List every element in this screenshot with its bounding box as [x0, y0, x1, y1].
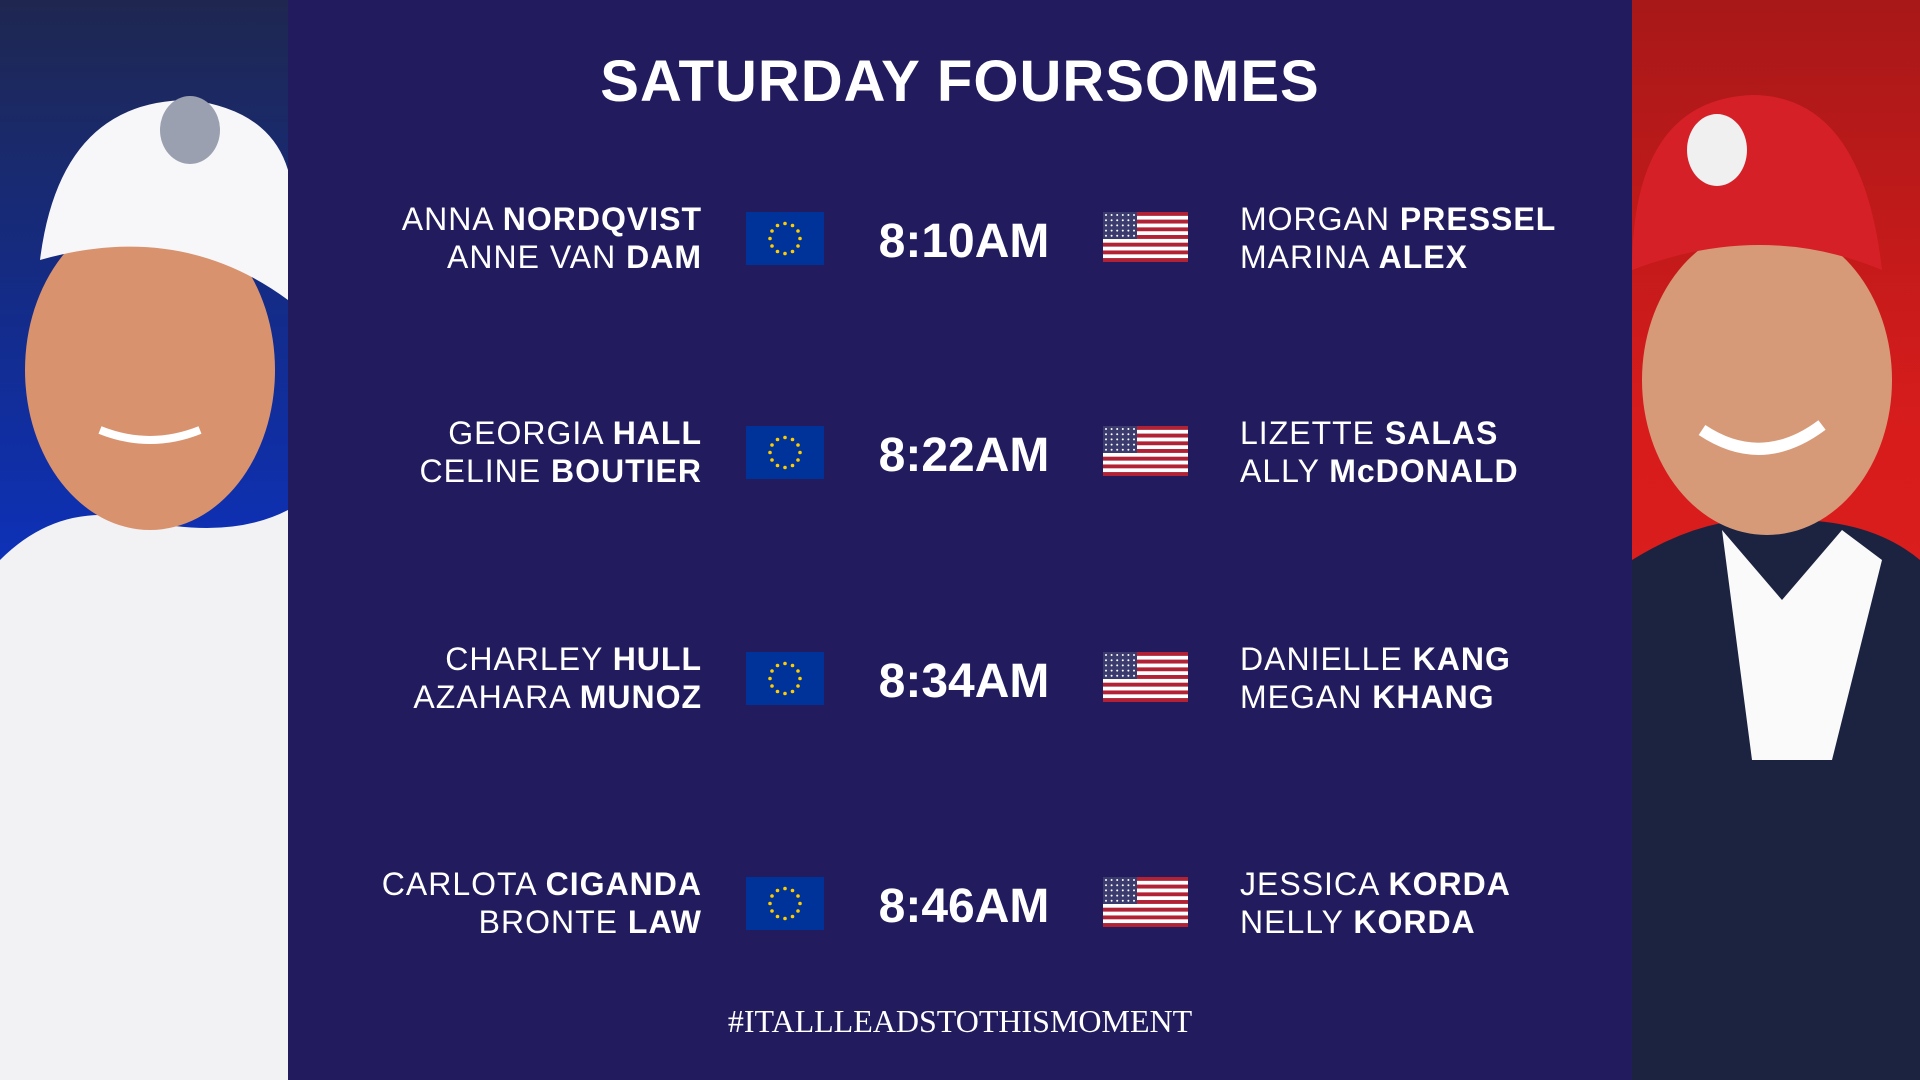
player-name: MEGAN KHANG — [1240, 679, 1495, 715]
player-name: DANIELLE KANG — [1240, 641, 1511, 677]
match-row: CARLOTA CIGANDA BRONTE LAW 8:46AM JESSICA K… — [288, 865, 1632, 945]
player-name: ALLY McDONALD — [1240, 453, 1519, 489]
match-row: ANNA NORDQVIST ANNE VAN DAM 8:10AM MORGAN P… — [288, 200, 1632, 280]
us-flag-icon — [1103, 426, 1188, 477]
player-name: ANNE VAN DAM — [447, 239, 702, 275]
tee-time: 8:46AM — [878, 880, 1050, 933]
player-name: MORGAN PRESSEL — [1240, 201, 1557, 237]
europe-pair: GEORGIA HALL CELINE BOUTIER — [420, 414, 702, 490]
tee-time: 8:10AM — [878, 215, 1050, 268]
player-name: MARINA ALEX — [1240, 239, 1468, 275]
schedule-panel: SATURDAY FOURSOMES ANNA NORDQVIST ANNE VA… — [288, 0, 1632, 1080]
eu-flag-icon — [746, 652, 824, 705]
usa-pair: DANIELLE KANG MEGAN KHANG — [1240, 640, 1511, 716]
player-name: ANNA NORDQVIST — [401, 201, 702, 237]
player-name: CHARLEY HULL — [445, 641, 702, 677]
player-name: NELLY KORDA — [1240, 904, 1476, 940]
match-row: GEORGIA HALL CELINE BOUTIER 8:22AM LIZETTE … — [288, 414, 1632, 494]
tee-time: 8:34AM — [878, 655, 1050, 708]
match-row: CHARLEY HULL AZAHARA MUNOZ 8:34AM DANIELLE … — [288, 640, 1632, 720]
europe-pair: CARLOTA CIGANDA BRONTE LAW — [382, 865, 702, 941]
player-name: AZAHARA MUNOZ — [413, 679, 702, 715]
europe-captain-photo — [0, 0, 288, 1080]
player-name: BRONTE LAW — [478, 904, 702, 940]
usa-captain-photo — [1632, 0, 1920, 1080]
us-flag-icon — [1103, 877, 1188, 928]
usa-pair: MORGAN PRESSEL MARINA ALEX — [1240, 200, 1556, 276]
us-flag-icon — [1103, 212, 1188, 263]
europe-pair: CHARLEY HULL AZAHARA MUNOZ — [413, 640, 702, 716]
usa-pair: LIZETTE SALAS ALLY McDONALD — [1240, 414, 1519, 490]
player-name: GEORGIA HALL — [448, 415, 702, 451]
usa-pair: JESSICA KORDA NELLY KORDA — [1240, 865, 1511, 941]
player-name: JESSICA KORDA — [1240, 866, 1511, 902]
tee-time: 8:22AM — [878, 429, 1050, 482]
page-title: SATURDAY FOURSOMES — [600, 49, 1320, 114]
europe-pair: ANNA NORDQVIST ANNE VAN DAM — [402, 200, 702, 276]
us-flag-icon — [1103, 652, 1188, 703]
eu-flag-icon — [746, 877, 824, 930]
hashtag: #ITALLLEADSTOTHISMOMENT — [727, 1003, 1193, 1039]
player-name: LIZETTE SALAS — [1240, 415, 1499, 451]
eu-flag-icon — [746, 426, 824, 479]
eu-flag-icon — [746, 212, 824, 265]
player-name: CARLOTA CIGANDA — [381, 866, 702, 902]
player-name: CELINE BOUTIER — [419, 453, 702, 489]
